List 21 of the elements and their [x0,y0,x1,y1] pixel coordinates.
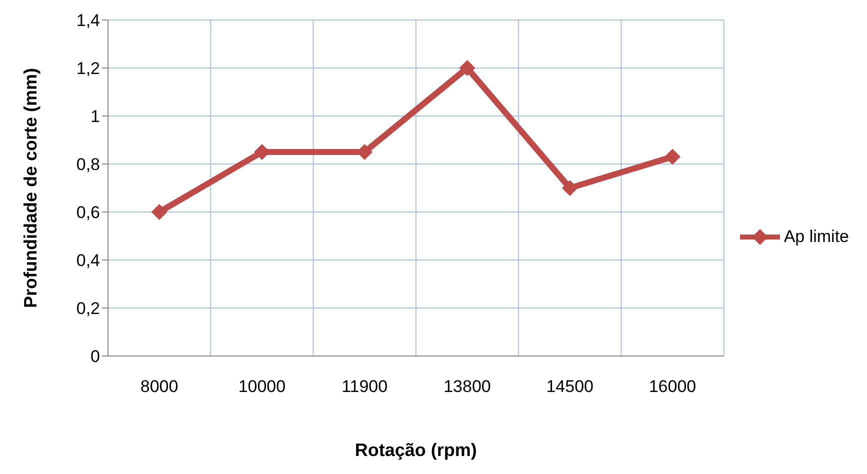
x-tick-label: 16000 [648,377,696,396]
x-tick-label: 14500 [546,377,594,396]
y-axis-title: Profundidade de corte (mm) [20,68,40,308]
y-tick-label: 1,2 [76,59,100,78]
y-tick-label: 1,4 [76,11,100,30]
point [151,204,168,220]
point [459,60,476,76]
y-tick-label: 1 [90,107,100,126]
point [562,180,578,196]
legend-label: Ap limite [784,227,849,247]
x-tick-label: 8000 [140,377,178,396]
y-tick-label: 0,8 [76,155,100,174]
point [664,148,680,165]
y-tick-label: 0,6 [76,203,100,222]
x-axis-title: Rotação (rpm) [354,440,477,460]
y-tick-label: 0,4 [76,251,100,270]
y-tick-label: 0,2 [76,299,100,318]
y-tick-label: 0 [90,347,100,366]
x-tick-label: 11900 [342,377,388,396]
x-tick-label: 10000 [238,377,286,396]
x-tick-label: 13800 [444,377,491,396]
